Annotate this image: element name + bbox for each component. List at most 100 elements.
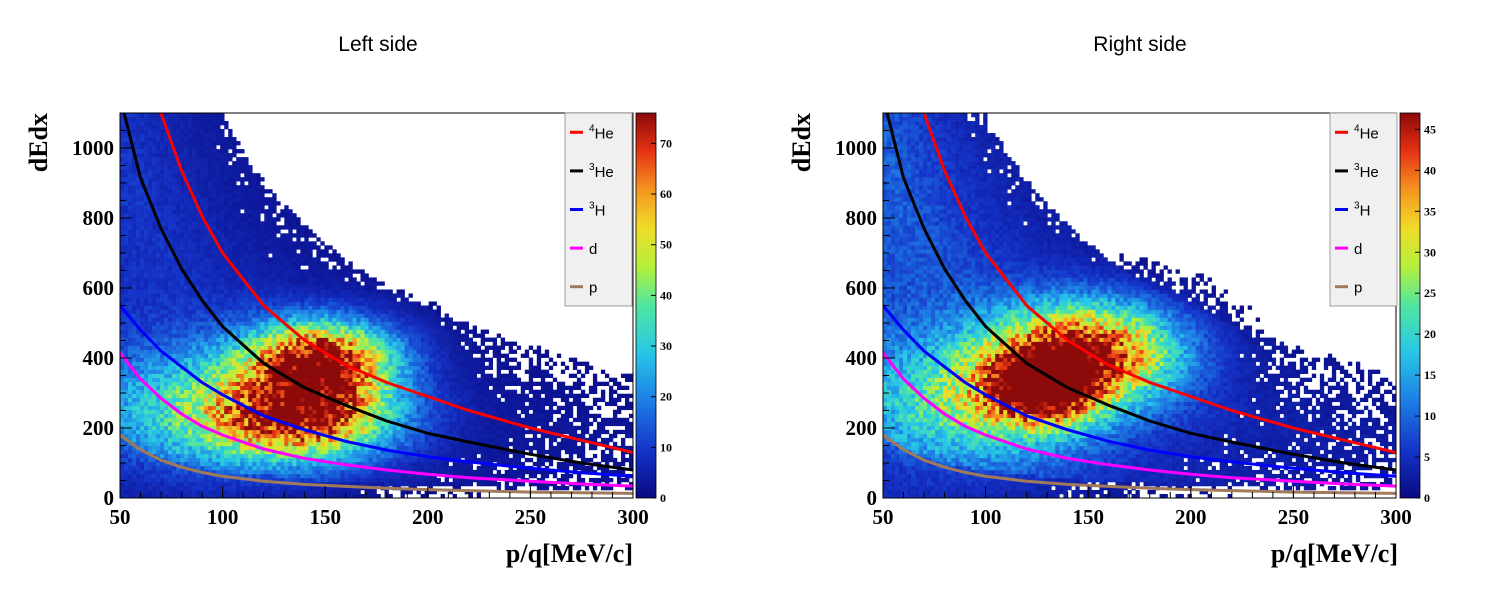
heatmap-cell <box>220 285 225 290</box>
heatmap-cell <box>332 257 337 262</box>
heatmap-cell <box>192 153 197 158</box>
heatmap-cell <box>364 405 369 411</box>
heatmap-cell <box>296 437 301 443</box>
heatmap-cell <box>160 285 165 290</box>
heatmap-cell <box>284 385 289 391</box>
heatmap-cell <box>212 357 217 362</box>
heatmap-cell <box>180 221 185 226</box>
heatmap-cell <box>224 493 229 498</box>
heatmap-cell <box>240 177 245 182</box>
heatmap-cell <box>324 477 329 483</box>
heatmap-cell <box>312 425 317 431</box>
heatmap-cell <box>144 137 149 142</box>
heatmap-cell <box>172 281 177 286</box>
heatmap-cell <box>288 441 293 447</box>
heatmap-cell <box>120 121 125 126</box>
heatmap-cell <box>212 141 217 146</box>
heatmap-cell <box>308 277 313 282</box>
heatmap-cell <box>324 357 329 362</box>
heatmap-cell <box>300 441 305 447</box>
heatmap-cell <box>188 437 193 443</box>
heatmap-cell <box>268 445 273 451</box>
heatmap-cell <box>180 385 185 391</box>
heatmap-cell <box>216 165 221 170</box>
heatmap-cell <box>196 353 201 358</box>
heatmap-cell <box>160 369 165 374</box>
heatmap-cell <box>188 289 193 294</box>
heatmap-cell <box>352 433 357 439</box>
heatmap-cell <box>288 361 293 366</box>
heatmap-cell <box>200 185 205 190</box>
heatmap-cell <box>188 253 193 258</box>
heatmap-cell <box>340 293 345 298</box>
heatmap-cell <box>192 161 197 166</box>
heatmap-cell <box>120 313 125 318</box>
heatmap-cell <box>252 201 257 206</box>
heatmap-cell <box>280 365 285 370</box>
heatmap-cell <box>200 341 205 346</box>
heatmap-cell <box>332 477 337 483</box>
heatmap-cell <box>220 153 225 158</box>
heatmap-cell <box>168 297 173 302</box>
heatmap-cell <box>136 281 141 286</box>
heatmap-cell <box>192 433 197 439</box>
heatmap-cell <box>340 421 345 427</box>
heatmap-cell <box>208 233 213 238</box>
heatmap-cell <box>232 293 237 298</box>
heatmap-cell <box>248 429 253 435</box>
heatmap-cell <box>184 121 189 126</box>
heatmap-cell <box>224 429 229 435</box>
heatmap-cell <box>172 141 177 146</box>
heatmap-cell <box>228 221 233 226</box>
heatmap-cell <box>308 253 313 258</box>
heatmap-cell <box>220 317 225 322</box>
heatmap-cell <box>208 261 213 266</box>
heatmap-cell <box>144 273 149 278</box>
heatmap-cell <box>160 245 165 250</box>
heatmap-cell <box>236 161 241 166</box>
heatmap-cell <box>220 341 225 346</box>
heatmap-cell <box>340 305 345 310</box>
heatmap-cell <box>216 485 221 491</box>
heatmap-cell <box>328 429 333 435</box>
heatmap-cell <box>244 289 249 294</box>
heatmap-cell <box>252 225 257 230</box>
heatmap-cell <box>184 257 189 262</box>
heatmap-cell <box>144 429 149 435</box>
heatmap-cell <box>148 397 153 403</box>
heatmap-cell <box>228 193 233 198</box>
heatmap-cell <box>196 221 201 226</box>
heatmap-cell <box>300 453 305 459</box>
heatmap-cell <box>132 217 137 222</box>
heatmap-cell <box>304 425 309 431</box>
heatmap-cell <box>324 349 329 354</box>
heatmap-cell <box>168 449 173 455</box>
heatmap-cell <box>216 417 221 423</box>
heatmap-cell <box>228 165 233 170</box>
heatmap-cell <box>264 349 269 354</box>
heatmap-cell <box>308 273 313 278</box>
heatmap-cell <box>120 309 125 314</box>
heatmap-cell <box>348 373 353 378</box>
heatmap-cell <box>328 289 333 294</box>
heatmap-cell <box>288 217 293 222</box>
heatmap-cell <box>272 381 277 387</box>
heatmap-cell <box>220 149 225 154</box>
heatmap-cell <box>236 261 241 266</box>
heatmap-cell <box>232 357 237 362</box>
heatmap-cell <box>160 481 165 487</box>
heatmap-cell <box>216 169 221 174</box>
heatmap-cell <box>228 273 233 278</box>
heatmap-cell <box>236 373 241 378</box>
heatmap-cell <box>320 461 325 467</box>
heatmap-cell <box>180 389 185 395</box>
heatmap-cell <box>220 141 225 146</box>
heatmap-cell <box>176 265 181 270</box>
heatmap-cell <box>268 489 273 495</box>
heatmap-cell <box>128 477 133 483</box>
heatmap-cell <box>308 413 313 419</box>
heatmap-cell <box>132 125 137 130</box>
heatmap-cell <box>316 269 321 274</box>
heatmap-cell <box>272 197 277 202</box>
heatmap-cell <box>188 441 193 447</box>
